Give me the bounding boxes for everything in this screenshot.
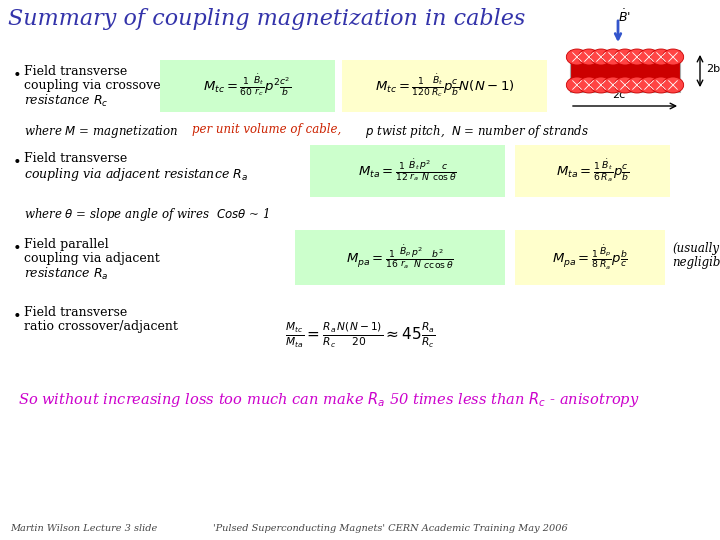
Bar <box>160 60 335 112</box>
Text: ratio crossover/adjacent: ratio crossover/adjacent <box>24 320 178 333</box>
Text: coupling via adjacent resistance $R_a$: coupling via adjacent resistance $R_a$ <box>24 166 248 183</box>
Text: $\frac{M_{tc}}{M_{ta}} = \frac{R_a}{R_c}\frac{N(N-1)}{20} \approx 45\frac{R_a}{R: $\frac{M_{tc}}{M_{ta}} = \frac{R_a}{R_c}… <box>285 320 435 349</box>
Circle shape <box>650 77 672 93</box>
Circle shape <box>639 49 660 65</box>
Circle shape <box>614 49 636 65</box>
Circle shape <box>590 77 612 93</box>
Text: $M_{pa} = \frac{1}{8}\frac{\dot{B}_p}{R_a}p\frac{b}{c}$: $M_{pa} = \frac{1}{8}\frac{\dot{B}_p}{R_… <box>552 243 628 272</box>
Text: Summary of coupling magnetization in cables: Summary of coupling magnetization in cab… <box>8 8 526 30</box>
Bar <box>570 50 680 92</box>
Text: Field transverse: Field transverse <box>24 306 127 319</box>
Circle shape <box>614 77 636 93</box>
Circle shape <box>590 49 612 65</box>
Text: $M_{tc} = \frac{1}{60}\frac{\dot{B}_t}{r_c}p^2\frac{c^2}{b}$: $M_{tc} = \frac{1}{60}\frac{\dot{B}_t}{r… <box>203 73 292 99</box>
Circle shape <box>603 77 624 93</box>
Text: negligible): negligible) <box>672 256 720 269</box>
Text: (usually: (usually <box>672 242 719 255</box>
Text: Field transverse: Field transverse <box>24 65 127 78</box>
Bar <box>342 60 547 112</box>
Text: $\dot{B}$': $\dot{B}$' <box>618 8 631 24</box>
Text: $M_{ta} = \frac{1}{6}\frac{\dot{B}_t}{R_a}p\frac{c}{b}$: $M_{ta} = \frac{1}{6}\frac{\dot{B}_t}{R_… <box>556 158 629 185</box>
Text: 2c: 2c <box>613 90 626 100</box>
Text: per unit volume of cable,: per unit volume of cable, <box>192 123 341 136</box>
Text: Martin Wilson Lecture 3 slide: Martin Wilson Lecture 3 slide <box>10 524 157 533</box>
Text: Field transverse: Field transverse <box>24 152 127 165</box>
Circle shape <box>626 49 648 65</box>
Text: $M_{pa} = \frac{1}{16}\frac{\dot{B}_p}{r_a}\frac{p^2}{N}\frac{b^2}{c\cos\theta}$: $M_{pa} = \frac{1}{16}\frac{\dot{B}_p}{r… <box>346 244 454 272</box>
Circle shape <box>578 49 600 65</box>
Text: 2b: 2b <box>706 64 720 74</box>
Text: where $\theta$ = slope angle of wires  $Cos\theta$ ~ 1: where $\theta$ = slope angle of wires $C… <box>24 206 269 223</box>
Bar <box>515 145 670 197</box>
Text: $M_{tc} = \frac{1}{120}\frac{\dot{B}_t}{R_c}p\frac{c}{b}N(N-1)$: $M_{tc} = \frac{1}{120}\frac{\dot{B}_t}{… <box>374 72 514 99</box>
Circle shape <box>603 49 624 65</box>
Circle shape <box>639 77 660 93</box>
Circle shape <box>626 77 648 93</box>
Text: resistance $R_a$: resistance $R_a$ <box>24 266 109 282</box>
Text: $\bullet$: $\bullet$ <box>12 306 20 320</box>
Bar <box>295 230 505 285</box>
Circle shape <box>567 49 588 65</box>
Text: coupling via adjacent: coupling via adjacent <box>24 252 160 265</box>
Text: $\bullet$: $\bullet$ <box>12 152 20 166</box>
Circle shape <box>650 49 672 65</box>
Circle shape <box>662 49 684 65</box>
Text: where $M$ = magnetization: where $M$ = magnetization <box>24 123 179 140</box>
Text: Field parallel: Field parallel <box>24 238 109 251</box>
Text: $p$ twist pitch,  $N$ = number of strands: $p$ twist pitch, $N$ = number of strands <box>362 123 589 140</box>
Text: $\bullet$: $\bullet$ <box>12 238 20 252</box>
Text: $M_{ta} = \frac{1}{12}\frac{\dot{B}_t}{r_a}\frac{p^2}{N}\frac{c}{\cos\theta}$: $M_{ta} = \frac{1}{12}\frac{\dot{B}_t}{r… <box>358 158 457 184</box>
Text: coupling via crossover: coupling via crossover <box>24 79 166 92</box>
Circle shape <box>578 77 600 93</box>
Bar <box>310 145 505 197</box>
Text: $\bullet$: $\bullet$ <box>12 65 20 79</box>
Text: 'Pulsed Superconducting Magnets' CERN Academic Training May 2006: 'Pulsed Superconducting Magnets' CERN Ac… <box>212 524 567 533</box>
Text: resistance $R_c$: resistance $R_c$ <box>24 93 109 109</box>
Bar <box>515 230 665 285</box>
Text: So without increasing loss too much can make $\mathit{R_a}$ 50 times less than $: So without increasing loss too much can … <box>18 390 639 409</box>
Circle shape <box>567 77 588 93</box>
Circle shape <box>662 77 684 93</box>
